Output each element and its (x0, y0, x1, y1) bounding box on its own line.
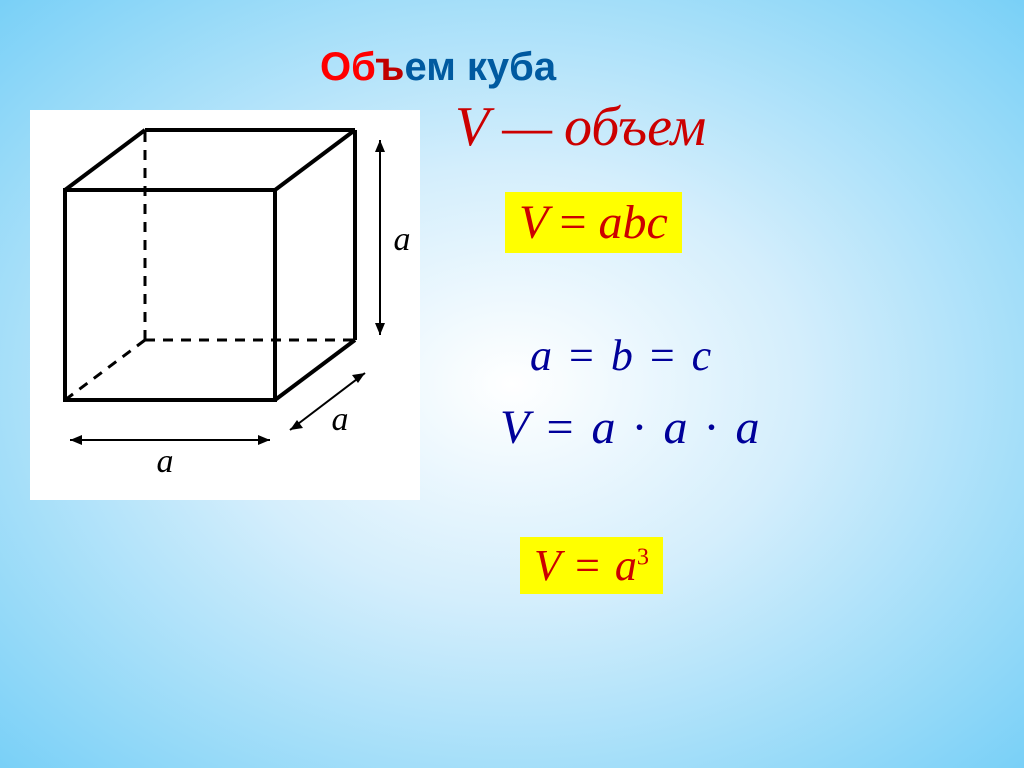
f-vaaa-d1: · (628, 401, 652, 454)
f-vaaa-lhs: V (500, 401, 528, 454)
dim-bottom-arrow-l (70, 435, 82, 445)
f-abc-eq2: = (644, 331, 681, 380)
title-part-3: ем куба (404, 45, 556, 89)
cube-front-face (65, 190, 275, 400)
cube-edge-top-right (275, 130, 355, 190)
f-vobj-rhs: объем (564, 96, 706, 158)
f-vabc-lhs: V (519, 196, 547, 249)
f-abc-a: a (530, 331, 552, 380)
formula-v-a-cubed: V = a3 (520, 540, 663, 591)
f-vobj-dash: — (502, 96, 550, 158)
f-va3-eq: = (571, 541, 604, 590)
f-vobj-lhs: V (455, 96, 488, 158)
formula-v-abc: V = abc (505, 195, 682, 250)
f-vabc-rhs: abc (599, 196, 668, 249)
f-vaaa-a1: a (592, 401, 616, 454)
f-abc-b: b (611, 331, 633, 380)
f-abc-eq1: = (563, 331, 600, 380)
f-vaaa-a3: a (736, 401, 760, 454)
dim-height-arrow-t (375, 140, 385, 152)
slide-title: Объем куба (320, 45, 556, 90)
f-vaaa-eq: = (540, 401, 579, 454)
dim-bottom-label: a (157, 443, 174, 480)
f-vaaa-d2: · (700, 401, 724, 454)
f-va3-lhs: V (534, 541, 560, 590)
f-vaaa-a2: a (664, 401, 688, 454)
dim-bottom-arrow-r (258, 435, 270, 445)
title-part-1: Об (320, 45, 375, 89)
formula-v-aaa: V = a · a · a (500, 400, 760, 455)
cube-diagram: a a a (30, 110, 420, 500)
formula-v-objem: V — объем (455, 95, 706, 159)
dim-depth-label: a (332, 401, 349, 438)
f-va3-exp: 3 (637, 543, 649, 570)
cube-svg: a a a (30, 110, 420, 500)
f-abc-c: c (692, 331, 712, 380)
f-vabc-eq: = (559, 196, 586, 249)
f-va3-base: a (615, 541, 637, 590)
cube-edge-bottom-right (275, 340, 355, 400)
dim-height-arrow-b (375, 323, 385, 335)
slide: Объем куба a a (0, 0, 1024, 768)
formula-a-eq-b-eq-c: a = b = c (530, 330, 711, 381)
cube-edge-top-left (65, 130, 145, 190)
cube-edge-hidden-bl (65, 340, 145, 400)
dim-height-label: a (394, 221, 411, 258)
title-part-2: ъ (375, 45, 404, 89)
